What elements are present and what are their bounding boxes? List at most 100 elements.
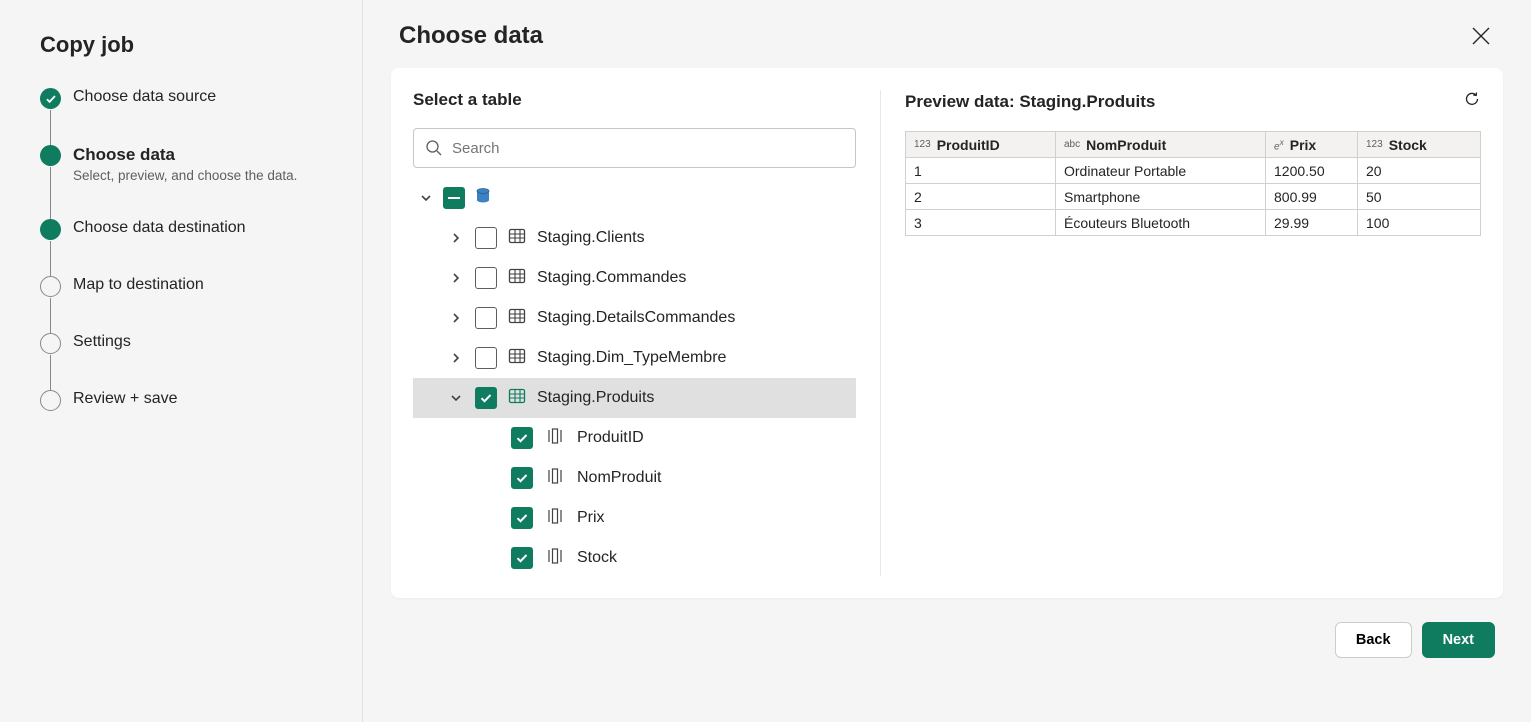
step-indicator-icon — [40, 390, 61, 411]
column-icon — [545, 466, 565, 491]
step-label: Choose data destination — [73, 219, 246, 237]
column-checkbox[interactable] — [511, 547, 533, 569]
step-indicator-icon — [40, 88, 61, 109]
column-name: Prix — [577, 509, 605, 527]
column-row[interactable]: ProduitID — [413, 418, 856, 458]
search-input[interactable] — [413, 128, 856, 168]
table-checkbox[interactable] — [475, 307, 497, 329]
back-button[interactable]: Back — [1335, 622, 1412, 658]
table-row[interactable]: Staging.Clients — [413, 218, 856, 258]
step-label: Map to destination — [73, 276, 204, 294]
table-row[interactable]: Staging.Commandes — [413, 258, 856, 298]
step-indicator-icon — [40, 276, 61, 297]
column-name: ProduitID — [577, 429, 644, 447]
tree-root[interactable] — [413, 178, 856, 218]
column-name: Stock — [577, 549, 617, 567]
column-row[interactable]: NomProduit — [413, 458, 856, 498]
table-cell: 29.99 — [1266, 210, 1358, 236]
table-icon — [507, 386, 527, 411]
table-row: 2Smartphone800.9950 — [906, 184, 1481, 210]
step-indicator-icon — [40, 333, 61, 354]
column-header-name: NomProduit — [1086, 137, 1166, 153]
sql-database-icon — [473, 186, 493, 211]
table-row: 3Écouteurs Bluetooth29.99100 — [906, 210, 1481, 236]
table-checkbox[interactable] — [475, 227, 497, 249]
chevron-down-icon[interactable] — [447, 389, 465, 407]
root-checkbox[interactable] — [443, 187, 465, 209]
table-name: Staging.Dim_TypeMembre — [537, 349, 726, 367]
table-tree[interactable]: Staging.Clients Staging.Commandes Staging.… — [413, 178, 856, 576]
step-item[interactable]: Choose data source — [40, 88, 342, 145]
table-cell: 1 — [906, 158, 1056, 184]
table-cell: Ordinateur Portable — [1056, 158, 1266, 184]
step-item[interactable]: Map to destination — [40, 276, 342, 333]
step-label: Settings — [73, 333, 131, 351]
table-cell: Smartphone — [1056, 184, 1266, 210]
footer: Back Next — [363, 598, 1531, 682]
table-row[interactable]: Staging.Dim_TypeMembre — [413, 338, 856, 378]
step-indicator-icon — [40, 145, 61, 166]
preview-title: Preview data: Staging.Produits — [905, 92, 1155, 112]
preview-table: 123ProduitIDabcNomProduitexPrix123Stock1… — [905, 131, 1481, 236]
table-checkbox[interactable] — [475, 267, 497, 289]
column-header-name: Stock — [1389, 137, 1427, 153]
step-label: Choose data source — [73, 88, 216, 106]
table-cell: 50 — [1358, 184, 1481, 210]
step-item[interactable]: Choose data Select, preview, and choose t… — [40, 145, 342, 219]
chevron-right-icon[interactable] — [447, 269, 465, 287]
table-name: Staging.Clients — [537, 229, 645, 247]
table-checkbox[interactable] — [475, 347, 497, 369]
chevron-right-icon[interactable] — [447, 229, 465, 247]
search-icon — [425, 139, 443, 157]
select-table-pane: Select a table Staging.Clients Staging.Co… — [391, 90, 881, 576]
wizard-sidebar: Copy job Choose data sourceChoose dataSe… — [0, 0, 363, 722]
step-item[interactable]: Review + save — [40, 390, 342, 411]
column-icon — [545, 426, 565, 451]
table-name: Staging.DetailsCommandes — [537, 309, 735, 327]
column-header-name: ProduitID — [937, 137, 1000, 153]
column-row[interactable]: Stock — [413, 538, 856, 576]
preview-header: Preview data: Staging.Produits — [905, 90, 1481, 113]
refresh-icon — [1463, 90, 1481, 108]
steps-list: Choose data source Choose data Select, pre… — [40, 88, 342, 411]
table-row[interactable]: Staging.Produits — [413, 378, 856, 418]
table-row[interactable]: Staging.DetailsCommandes — [413, 298, 856, 338]
preview-pane: Preview data: Staging.Produits 123Produi… — [881, 90, 1503, 576]
column-header[interactable]: 123Stock — [1358, 132, 1481, 158]
next-button[interactable]: Next — [1422, 622, 1495, 658]
column-row[interactable]: Prix — [413, 498, 856, 538]
step-indicator-icon — [40, 219, 61, 240]
column-checkbox[interactable] — [511, 427, 533, 449]
main-header: Choose data — [363, 0, 1531, 68]
table-icon — [507, 346, 527, 371]
table-icon — [507, 226, 527, 251]
select-table-title: Select a table — [413, 90, 856, 110]
column-header[interactable]: exPrix — [1266, 132, 1358, 158]
search-box — [413, 128, 856, 168]
table-cell: Écouteurs Bluetooth — [1056, 210, 1266, 236]
table-cell: 1200.50 — [1266, 158, 1358, 184]
column-header[interactable]: 123ProduitID — [906, 132, 1056, 158]
column-header-name: Prix — [1290, 137, 1316, 153]
chevron-right-icon[interactable] — [447, 309, 465, 327]
refresh-button[interactable] — [1463, 90, 1481, 113]
close-button[interactable] — [1467, 22, 1495, 50]
table-cell: 2 — [906, 184, 1056, 210]
table-icon — [507, 306, 527, 331]
column-header[interactable]: abcNomProduit — [1056, 132, 1266, 158]
step-item[interactable]: Choose data destination — [40, 219, 342, 276]
column-checkbox[interactable] — [511, 507, 533, 529]
step-label: Choose data — [73, 145, 297, 165]
step-description: Select, preview, and choose the data. — [73, 168, 297, 183]
column-checkbox[interactable] — [511, 467, 533, 489]
chevron-right-icon[interactable] — [447, 349, 465, 367]
column-name: NomProduit — [577, 469, 661, 487]
step-label: Review + save — [73, 390, 178, 408]
table-cell: 3 — [906, 210, 1056, 236]
table-cell: 100 — [1358, 210, 1481, 236]
table-name: Staging.Produits — [537, 389, 654, 407]
main-area: Choose data Select a table Staging.Clien… — [363, 0, 1531, 722]
chevron-down-icon[interactable] — [417, 189, 435, 207]
step-item[interactable]: Settings — [40, 333, 342, 390]
table-checkbox[interactable] — [475, 387, 497, 409]
